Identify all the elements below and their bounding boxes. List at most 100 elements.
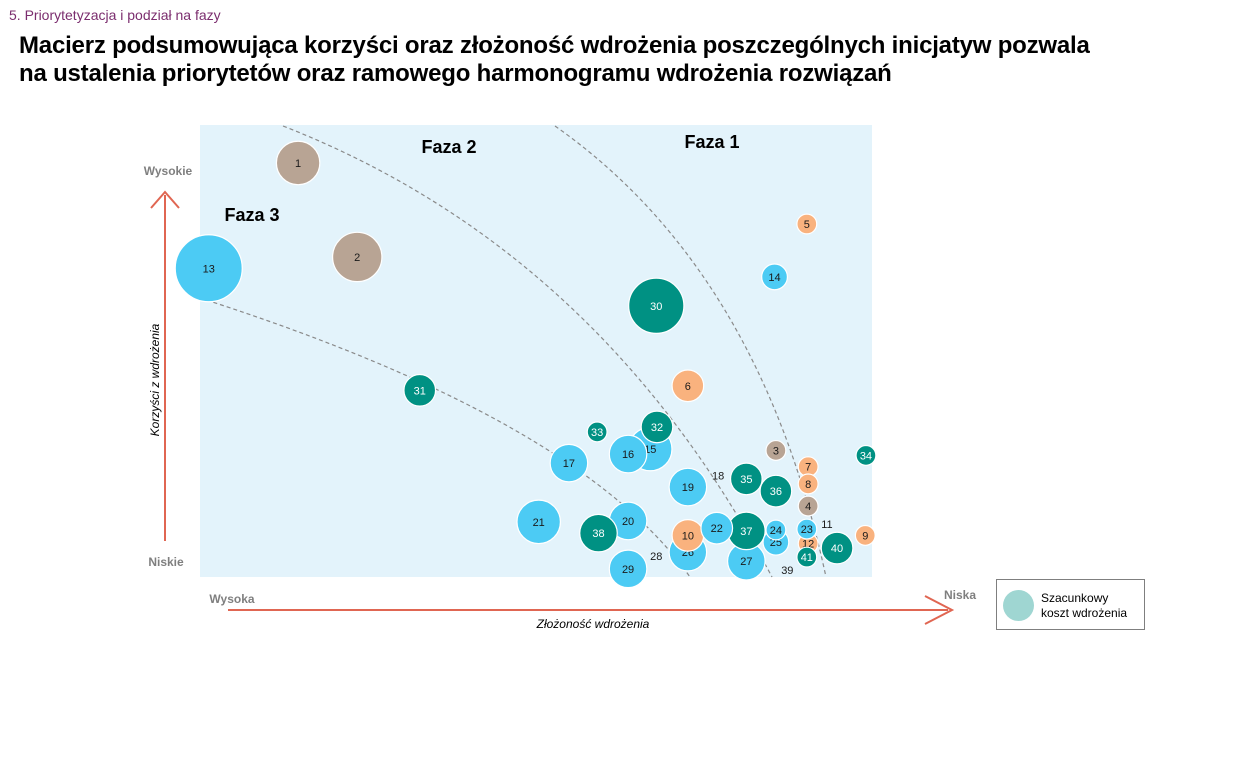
bubble-16: 16 bbox=[608, 434, 648, 474]
section-label: 5. Priorytetyzacja i podział na fazy bbox=[9, 7, 221, 23]
bubble-18: 18 bbox=[712, 470, 724, 482]
bubble-label-9: 9 bbox=[862, 530, 868, 542]
bubble-33: 33 bbox=[586, 421, 608, 443]
y-axis-title: Korzyści z wdrożenia bbox=[148, 323, 162, 436]
bubble-circle-17 bbox=[549, 443, 589, 483]
bubble-32: 32 bbox=[640, 410, 674, 444]
bubble-label-19: 19 bbox=[682, 482, 694, 494]
phase-boundary-3 bbox=[199, 297, 691, 578]
bubble-layer: 1330211521161719202627293738610223132353… bbox=[174, 140, 877, 589]
bubble-label-20: 20 bbox=[622, 516, 634, 528]
title-line-2: na ustalenia priorytetów oraz ramowego h… bbox=[19, 60, 892, 87]
bubble-circle-29 bbox=[608, 549, 648, 589]
bubble-label-5: 5 bbox=[804, 219, 810, 231]
bubble-circle-31 bbox=[403, 373, 437, 407]
bubble-circle-24 bbox=[765, 519, 787, 541]
bubble-circle-32 bbox=[640, 410, 674, 444]
bubble-circle-9 bbox=[854, 524, 876, 546]
bubble-40: 40 bbox=[820, 531, 854, 565]
bubble-label-3: 3 bbox=[773, 445, 779, 457]
bubble-circle-35 bbox=[729, 462, 763, 496]
bubble-36: 36 bbox=[759, 474, 793, 508]
bubble-label-37: 37 bbox=[740, 526, 752, 538]
bubble-3: 3 bbox=[765, 439, 787, 461]
legend-text: Szacunkowy koszt wdrożenia bbox=[1041, 591, 1127, 621]
bubble-circle-23 bbox=[796, 518, 818, 540]
bubble-11: 11 bbox=[821, 519, 832, 531]
bubble-label-27: 27 bbox=[740, 556, 752, 568]
bubble-24: 24 bbox=[765, 519, 787, 541]
bubble-circle-38 bbox=[579, 513, 618, 553]
bubble-label-41: 41 bbox=[801, 552, 813, 564]
y-high-label: Wysokie bbox=[144, 164, 193, 178]
bubble-38: 38 bbox=[579, 513, 618, 553]
bubble-circle-1 bbox=[275, 140, 321, 186]
bubble-label-8: 8 bbox=[805, 479, 811, 491]
bubble-34: 34 bbox=[855, 444, 877, 466]
bubble-circle-8 bbox=[797, 473, 819, 495]
bubble-label-32: 32 bbox=[651, 422, 663, 434]
legend-swatch bbox=[1003, 590, 1034, 621]
bubble-circle-33 bbox=[586, 421, 608, 443]
bubble-23: 23 bbox=[796, 518, 818, 540]
bubble-label-28: 28 bbox=[650, 551, 662, 563]
bubble-17: 17 bbox=[549, 443, 589, 483]
bubble-28: 28 bbox=[650, 551, 662, 563]
bubble-label-18: 18 bbox=[712, 470, 724, 482]
bubble-circle-41 bbox=[796, 546, 818, 568]
phase-boundary-2 bbox=[282, 125, 773, 578]
bubble-label-22: 22 bbox=[711, 523, 723, 535]
bubble-8: 8 bbox=[797, 473, 819, 495]
bubble-label-6: 6 bbox=[685, 381, 691, 393]
bubble-19: 19 bbox=[668, 467, 708, 507]
bubble-circle-14 bbox=[761, 263, 789, 291]
title-line-1: Macierz podsumowująca korzyści oraz złoż… bbox=[19, 32, 1090, 59]
legend-line-1: Szacunkowy bbox=[1041, 591, 1109, 605]
bubble-label-30: 30 bbox=[650, 301, 662, 313]
bubble-label-17: 17 bbox=[563, 458, 575, 470]
bubble-circle-2 bbox=[331, 231, 383, 283]
bubble-label-31: 31 bbox=[414, 385, 426, 397]
bubble-22: 22 bbox=[700, 511, 734, 545]
bubble-14: 14 bbox=[761, 263, 789, 291]
bubble-35: 35 bbox=[729, 462, 763, 496]
bubble-circle-19 bbox=[668, 467, 708, 507]
bubble-39: 39 bbox=[781, 565, 793, 577]
bubble-41: 41 bbox=[796, 546, 818, 568]
bubble-circle-5 bbox=[796, 213, 818, 235]
bubble-label-11: 11 bbox=[821, 519, 832, 531]
bubble-circle-36 bbox=[759, 474, 793, 508]
bubble-30: 30 bbox=[628, 277, 685, 334]
x-axis-title: Złożoność wdrożenia bbox=[536, 617, 650, 631]
bubble-9: 9 bbox=[854, 524, 876, 546]
bubble-31: 31 bbox=[403, 373, 437, 407]
legend: Szacunkowy koszt wdrożenia bbox=[996, 579, 1145, 630]
bubble-label-35: 35 bbox=[740, 474, 752, 486]
bubble-label-7: 7 bbox=[805, 462, 811, 474]
bubble-circle-16 bbox=[608, 434, 648, 474]
phase-3-label: Faza 3 bbox=[224, 205, 279, 225]
bubble-circle-30 bbox=[628, 277, 685, 334]
bubble-label-2: 2 bbox=[354, 252, 360, 264]
bubble-circle-6 bbox=[671, 369, 705, 403]
bubble-label-13: 13 bbox=[203, 263, 215, 275]
bubble-circle-22 bbox=[700, 511, 734, 545]
bubble-13: 13 bbox=[174, 234, 243, 303]
bubble-4: 4 bbox=[797, 495, 819, 517]
bubble-37: 37 bbox=[726, 511, 766, 551]
bubble-29: 29 bbox=[608, 549, 648, 589]
bubble-circle-34 bbox=[855, 444, 877, 466]
x-high-label: Niska bbox=[944, 588, 976, 602]
bubble-label-16: 16 bbox=[622, 449, 634, 461]
bubble-label-14: 14 bbox=[768, 272, 780, 284]
x-axis-arrow-head bbox=[924, 595, 955, 625]
phase-boundary-1 bbox=[554, 125, 827, 578]
page-title: Macierz podsumowująca korzyści oraz złoż… bbox=[19, 32, 1239, 88]
bubble-1: 1 bbox=[275, 140, 321, 186]
bubble-label-33: 33 bbox=[591, 427, 603, 439]
bubble-label-40: 40 bbox=[831, 543, 843, 555]
bubble-circle-40 bbox=[820, 531, 854, 565]
bubble-label-24: 24 bbox=[770, 525, 782, 537]
bubble-label-29: 29 bbox=[622, 564, 634, 576]
